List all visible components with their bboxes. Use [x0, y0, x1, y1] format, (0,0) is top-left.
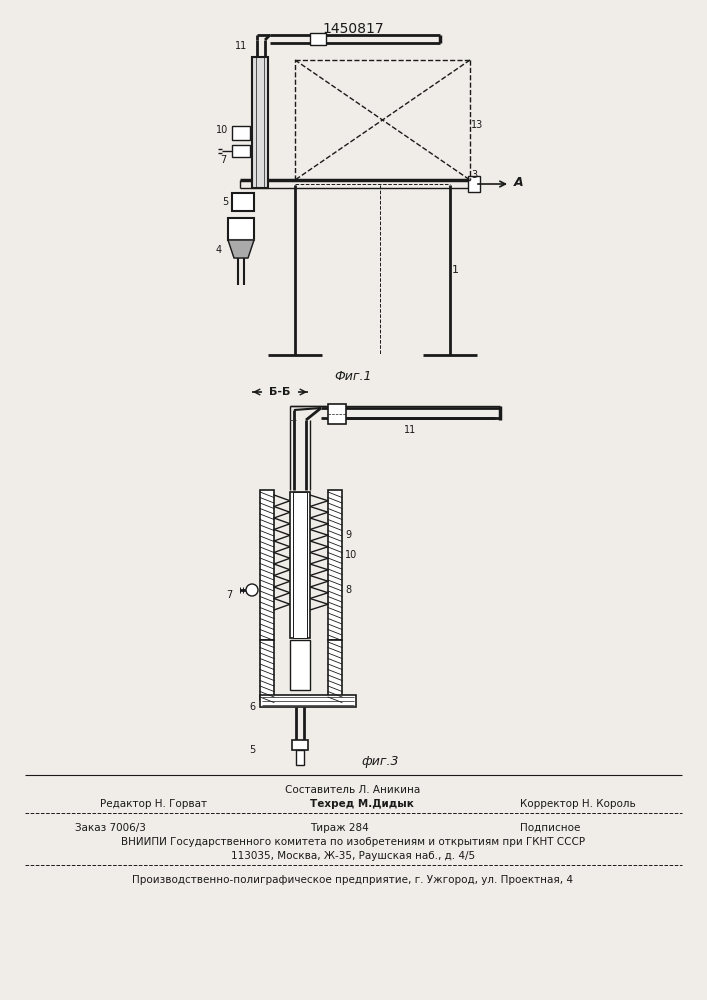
Text: Б-Б: Б-Б: [269, 387, 291, 397]
Bar: [328, 640, 342, 700]
Text: 4: 4: [216, 245, 222, 255]
Text: 13: 13: [471, 120, 484, 130]
Bar: [232, 126, 250, 140]
Bar: [260, 490, 274, 640]
Text: 1: 1: [452, 265, 459, 275]
Bar: [290, 640, 310, 690]
Bar: [232, 145, 250, 157]
Text: 1450817: 1450817: [322, 22, 384, 36]
Text: 5: 5: [222, 197, 228, 207]
Text: Заказ 7006/3: Заказ 7006/3: [75, 823, 146, 833]
Bar: [228, 218, 254, 240]
Text: Подписное: Подписное: [520, 823, 580, 833]
Bar: [296, 750, 304, 765]
Text: 8: 8: [345, 585, 351, 595]
Text: 10: 10: [345, 550, 357, 560]
Text: Редактор Н. Горват: Редактор Н. Горват: [100, 799, 207, 809]
Text: 9: 9: [345, 530, 351, 540]
Bar: [252, 57, 268, 188]
Text: 11: 11: [404, 425, 416, 435]
Bar: [293, 492, 307, 638]
Text: 10: 10: [216, 125, 228, 135]
Circle shape: [246, 584, 258, 596]
Polygon shape: [228, 240, 254, 258]
Text: 7: 7: [226, 590, 232, 600]
Text: 3: 3: [471, 170, 477, 180]
Bar: [290, 492, 310, 638]
Text: Корректор Н. Король: Корректор Н. Король: [520, 799, 636, 809]
Text: Составитель Л. Аникина: Составитель Л. Аникина: [286, 785, 421, 795]
Bar: [468, 176, 480, 192]
Text: 6: 6: [249, 702, 255, 712]
Text: 11: 11: [235, 41, 247, 51]
Bar: [328, 490, 342, 640]
Text: Тираж 284: Тираж 284: [310, 823, 369, 833]
Text: Фиг.1: Фиг.1: [334, 370, 372, 383]
Bar: [328, 404, 346, 424]
Text: Производственно-полиграфическое предприятие, г. Ужгород, ул. Проектная, 4: Производственно-полиграфическое предприя…: [132, 875, 573, 885]
Text: 5: 5: [249, 745, 255, 755]
Bar: [260, 695, 356, 707]
Text: фиг.3: фиг.3: [361, 755, 399, 768]
Text: 113035, Москва, Ж-35, Раушская наб., д. 4/5: 113035, Москва, Ж-35, Раушская наб., д. …: [231, 851, 475, 861]
Text: 7: 7: [220, 155, 226, 165]
Text: A: A: [514, 176, 524, 190]
Bar: [292, 740, 308, 750]
Text: Техред М.Дидык: Техред М.Дидык: [310, 799, 414, 809]
Bar: [232, 193, 254, 211]
Text: ВНИИПИ Государственного комитета по изобретениям и открытиям при ГКНТ СССР: ВНИИПИ Государственного комитета по изоб…: [121, 837, 585, 847]
Bar: [260, 640, 274, 700]
Bar: [310, 33, 326, 45]
